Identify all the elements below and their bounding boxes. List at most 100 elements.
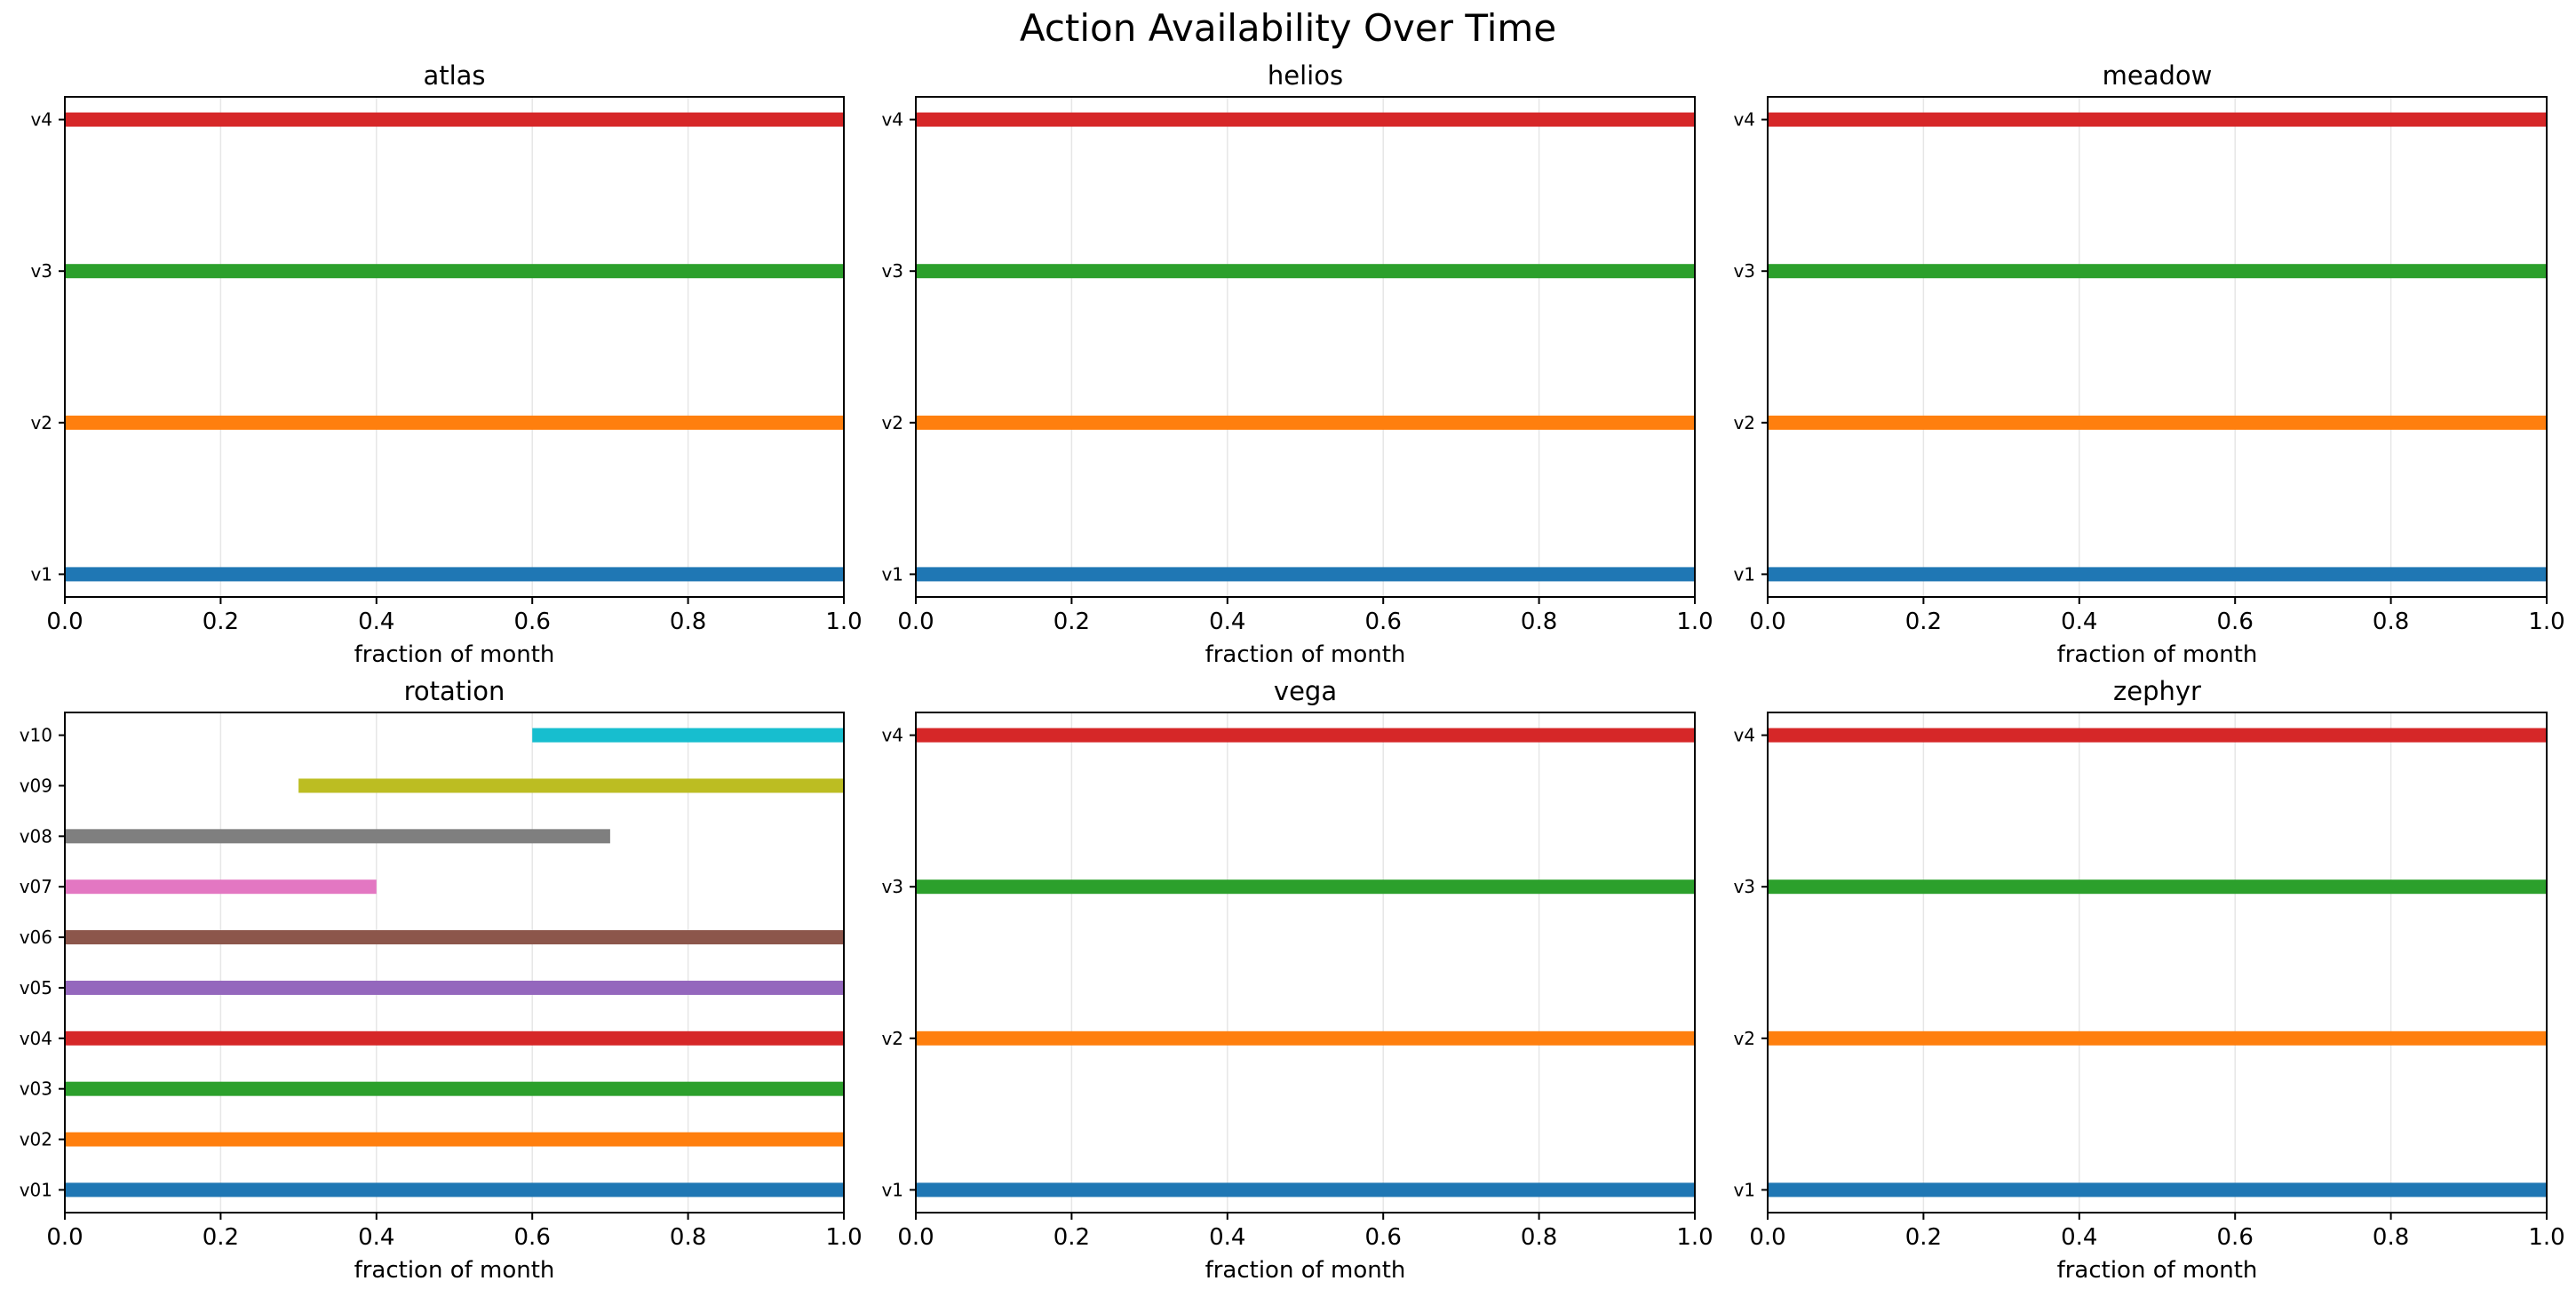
- y-tick-label: v2: [1733, 412, 1755, 434]
- y-tick-label: v08: [20, 825, 52, 847]
- x-tick-label: 0.6: [514, 1224, 551, 1251]
- bar-v1: [916, 1182, 1695, 1198]
- y-tick-label: v2: [30, 412, 52, 434]
- y-tick-label: v09: [20, 775, 52, 796]
- y-tick-label: v4: [30, 109, 52, 131]
- bar-v08: [65, 829, 610, 844]
- bar-v3: [916, 879, 1695, 895]
- bar-v3: [1768, 264, 2547, 279]
- x-axis-label: fraction of month: [1205, 641, 1406, 668]
- bar-v05: [65, 980, 844, 995]
- y-tick-label: v07: [20, 876, 52, 897]
- x-tick-label: 1.0: [825, 1224, 862, 1251]
- y-tick-label: v2: [881, 1028, 903, 1049]
- bar-v01: [65, 1182, 844, 1198]
- panel-title: vega: [1274, 676, 1337, 706]
- y-tick-label: v4: [1733, 725, 1755, 746]
- panel-title: meadow: [2103, 60, 2213, 91]
- x-tick-label: 0.6: [2217, 609, 2254, 635]
- x-tick-label: 0.0: [46, 1224, 83, 1251]
- panel-rotation: rotation 0.0 0.2 0.4 0.6 0.8 1.0 v01 v02 v03 v04 v0…: [20, 676, 863, 1284]
- panel-zephyr: zephyr 0.0 0.2 0.4 0.6 0.8 1.0 v1 v2 v3 v4 fraction…: [1733, 676, 2564, 1284]
- x-tick-label: 0.8: [2373, 1224, 2409, 1251]
- x-tick-label: 1.0: [825, 609, 862, 635]
- x-axis-label: fraction of month: [1205, 1257, 1406, 1284]
- x-tick-label: 0.0: [897, 609, 934, 635]
- bar-v2: [916, 415, 1695, 430]
- y-tick-label: v3: [881, 876, 903, 897]
- bar-v1: [65, 567, 844, 582]
- y-tick-label: v2: [1733, 1028, 1755, 1049]
- x-axis-label: fraction of month: [354, 1257, 555, 1284]
- x-tick-label: 0.0: [46, 609, 83, 635]
- x-tick-label: 0.4: [358, 609, 394, 635]
- plot-frame: [64, 96, 845, 598]
- y-tick-label: v05: [20, 977, 52, 999]
- y-tick-label: v3: [881, 260, 903, 282]
- y-tick-label: v1: [1733, 1179, 1755, 1200]
- x-axis-label: fraction of month: [2057, 1257, 2258, 1284]
- y-tick-label: v01: [20, 1179, 52, 1200]
- panel-title: helios: [1268, 60, 1343, 91]
- x-tick-label: 0.0: [1749, 1224, 1785, 1251]
- x-tick-label: 0.4: [2061, 1224, 2097, 1251]
- bar-v1: [1768, 1182, 2547, 1198]
- bar-v3: [1768, 879, 2547, 895]
- x-tick-label: 0.8: [1521, 609, 1557, 635]
- panel-helios: helios 0.0 0.2 0.4 0.6 0.8 1.0 v1 v2 v3 v4 fraction…: [881, 60, 1713, 668]
- y-tick-label: v1: [30, 563, 52, 585]
- y-tick-label: v02: [20, 1129, 52, 1150]
- panel-title: zephyr: [2113, 676, 2201, 706]
- y-tick-label: v03: [20, 1078, 52, 1100]
- panel-title: rotation: [404, 676, 505, 706]
- bar-v2: [1768, 415, 2547, 430]
- x-tick-label: 0.4: [1209, 1224, 1245, 1251]
- bar-v3: [916, 264, 1695, 279]
- x-tick-label: 0.6: [1365, 1224, 1402, 1251]
- y-tick-label: v1: [1733, 563, 1755, 585]
- bar-v2: [916, 1030, 1695, 1046]
- y-tick-label: v06: [20, 927, 52, 948]
- bar-v1: [916, 567, 1695, 582]
- x-tick-label: 0.8: [670, 1224, 706, 1251]
- y-tick-label: v3: [1733, 876, 1755, 897]
- y-tick-label: v04: [20, 1028, 52, 1049]
- x-tick-label: 1.0: [2528, 609, 2564, 635]
- bar-v4: [916, 728, 1695, 743]
- bar-v4: [1768, 112, 2547, 127]
- bar-v4: [1768, 728, 2547, 743]
- bar-v06: [65, 930, 844, 945]
- y-tick-label: v4: [881, 725, 903, 746]
- plot-frame: [915, 96, 1696, 598]
- y-tick-label: v1: [881, 563, 903, 585]
- x-tick-label: 1.0: [1676, 609, 1713, 635]
- x-tick-label: 0.8: [670, 609, 706, 635]
- bar-v07: [65, 879, 377, 895]
- bar-v4: [65, 112, 844, 127]
- bar-v2: [65, 415, 844, 430]
- x-tick-label: 0.6: [2217, 1224, 2254, 1251]
- x-tick-label: 1.0: [2528, 1224, 2564, 1251]
- x-tick-label: 0.0: [897, 1224, 934, 1251]
- panel-atlas: atlas 0.0 0.2 0.4 0.6 0.8 1.0 v1 v2 v3 v4 fraction …: [30, 60, 862, 668]
- x-tick-label: 0.6: [1365, 609, 1402, 635]
- panels: atlas 0.0 0.2 0.4 0.6 0.8 1.0 v1 v2 v3 v4 fraction …: [20, 60, 2565, 1284]
- panel-vega: vega 0.0 0.2 0.4 0.6 0.8 1.0 v1 v2 v3 v4 fraction o…: [881, 676, 1713, 1284]
- x-tick-label: 0.8: [2373, 609, 2409, 635]
- x-axis-label: fraction of month: [2057, 641, 2258, 668]
- x-tick-label: 0.8: [1521, 1224, 1557, 1251]
- y-tick-label: v4: [881, 109, 903, 131]
- bar-v2: [1768, 1030, 2547, 1046]
- x-tick-label: 0.2: [1053, 1224, 1090, 1251]
- bar-v3: [65, 264, 844, 279]
- bar-v10: [532, 728, 844, 743]
- x-tick-label: 0.4: [1209, 609, 1245, 635]
- x-tick-label: 0.0: [1749, 609, 1785, 635]
- plot-frame: [64, 712, 845, 1213]
- x-tick-label: 0.2: [1905, 609, 1942, 635]
- y-tick-label: v1: [881, 1179, 903, 1200]
- plot-frame: [1767, 96, 2548, 598]
- panel-title: atlas: [423, 60, 485, 91]
